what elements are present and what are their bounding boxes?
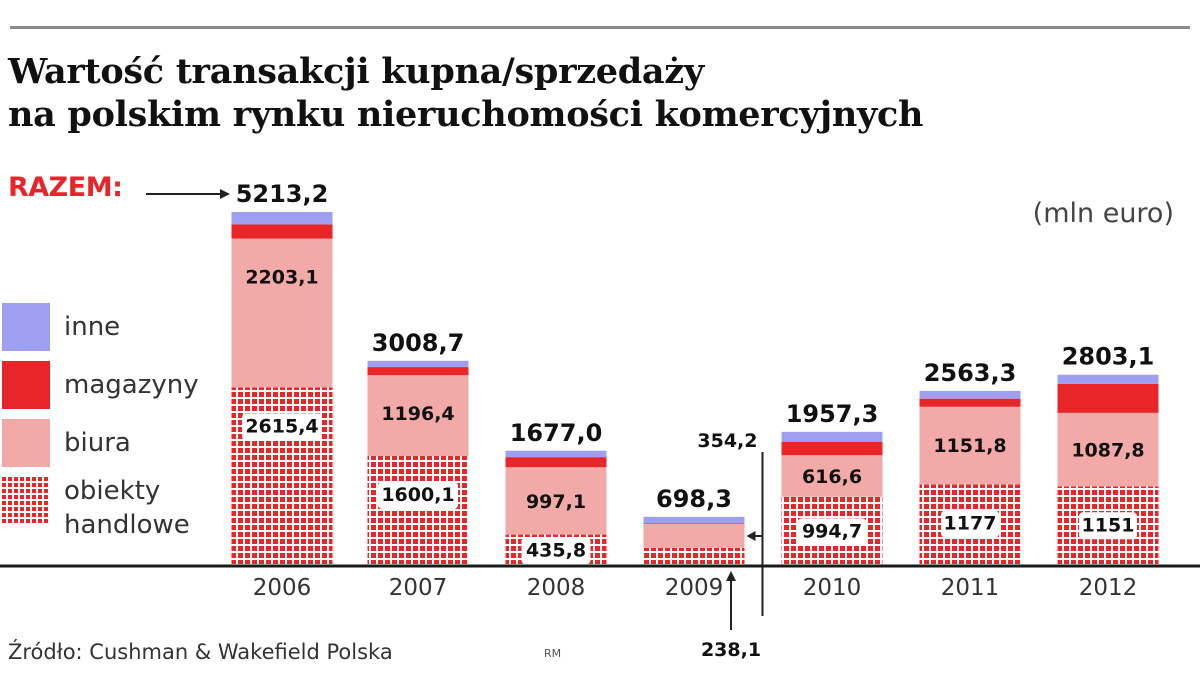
bar-segment-inne-2012	[1057, 374, 1159, 384]
bar-segment-magazyny-2010	[781, 441, 883, 456]
bar-segment-inne-2010	[781, 431, 883, 442]
total-value-label-2006: 5213,2	[236, 180, 329, 208]
bar-segment-biura-2007	[367, 375, 469, 456]
callout-arrow-handlowe-2009	[726, 571, 736, 581]
bar-segment-biura-2011	[919, 406, 1021, 485]
bar-segment-inne-2008	[505, 450, 607, 458]
bar-segment-handlowe-2009	[643, 547, 745, 564]
value-label-handlowe-2010: 994,7	[802, 520, 862, 542]
value-label-bg-handlowe-2007	[378, 481, 458, 509]
value-label-handlowe-2006: 2615,4	[245, 415, 318, 437]
x-tick-label-2012: 2012	[1079, 575, 1138, 601]
total-value-label-2010: 1957,3	[786, 400, 879, 428]
bar-segment-handlowe-2007	[367, 455, 469, 564]
value-label-bg-handlowe-2010	[797, 518, 867, 546]
value-label-handlowe-2009: 238,1	[701, 639, 761, 661]
legend-item-inne: inne	[0, 303, 230, 353]
x-tick-label-2007: 2007	[389, 575, 448, 601]
x-tick-label-2006: 2006	[253, 575, 312, 601]
total-value-label-2009: 698,3	[656, 485, 732, 513]
legend-item-obiekty-handlowe: obiekty handlowe	[0, 476, 230, 540]
total-value-label-2011: 2563,3	[924, 359, 1017, 387]
value-label-handlowe-2011: 1177	[944, 513, 997, 535]
total-value-label-2008: 1677,0	[510, 419, 603, 447]
bar-segment-biura-2006	[231, 238, 333, 388]
bar-segment-magazyny-2006	[231, 224, 333, 239]
total-label: RAZEM:	[8, 172, 123, 203]
bar-segment-biura-2009	[643, 524, 745, 548]
value-label-bg-handlowe-2008	[521, 537, 591, 565]
legend-item-biura: biura	[0, 419, 230, 469]
x-tick-label-2009: 2009	[665, 575, 724, 601]
bar-segment-magazyny-2007	[367, 367, 469, 376]
legend-label-biura: biura	[64, 428, 131, 458]
callout-arrow-biura-2009	[746, 530, 756, 541]
bar-segment-biura-2010	[781, 455, 883, 497]
value-label-biura-2008: 997,1	[526, 491, 586, 513]
bar-segment-inne-2011	[919, 390, 1021, 399]
value-label-biura-2011: 1151,8	[933, 435, 1006, 457]
callout-line-biura-2009	[748, 534, 764, 616]
legend-swatch-inne	[2, 303, 50, 351]
value-label-handlowe-2007: 1600,1	[381, 484, 454, 506]
value-label-biura-2010: 616,6	[802, 466, 862, 488]
value-label-biura-2006: 2203,1	[245, 267, 318, 289]
bar-segment-magazyny-2008	[505, 457, 607, 468]
top-rule	[10, 26, 1190, 29]
legend-swatch-biura	[2, 419, 50, 467]
legend-label-obiekty-handlowe: obiekty handlowe	[64, 474, 214, 542]
bar-segment-biura-2012	[1057, 412, 1159, 487]
bar-segment-inne-2009	[643, 516, 745, 524]
value-label-bg-handlowe-2012	[1079, 512, 1137, 540]
source-note: Źródło: Cushman & Wakefield Polska	[8, 640, 393, 664]
bars-group: 2006 5213,2 2615,4 2203,1 2007 3008,7 1600,1 11…	[231, 180, 1159, 601]
total-value-label-2007: 3008,7	[372, 329, 465, 357]
total-label-arrowhead	[220, 189, 230, 199]
annotations-group: 354,2 238,1	[146, 189, 764, 661]
value-label-biura-2007: 1196,4	[381, 403, 454, 425]
author-signature: RM	[544, 647, 562, 660]
chart-title-line-2: na polskim rynku nieruchomości komercyjn…	[8, 94, 924, 135]
bar-segment-inne-2006	[231, 212, 333, 225]
x-tick-label-2011: 2011	[941, 575, 1000, 601]
chart-title: Wartość transakcji kupna/sprzedaży na po…	[8, 50, 923, 136]
total-value-label-2012: 2803,1	[1062, 343, 1155, 371]
value-label-handlowe-2008: 435,8	[526, 539, 586, 561]
legend-label-magazyny: magazyny	[64, 370, 199, 400]
x-tick-label-2008: 2008	[527, 575, 586, 601]
unit-label: (mln euro)	[1032, 198, 1174, 229]
legend-swatch-obiekty-handlowe	[2, 477, 50, 525]
legend-item-magazyny: magazyny	[0, 361, 230, 411]
value-label-handlowe-2012: 1151	[1082, 514, 1135, 536]
bar-segment-magazyny-2011	[919, 398, 1021, 407]
bar-segment-biura-2008	[505, 467, 607, 535]
bar-segment-magazyny-2009	[643, 523, 745, 525]
bar-segment-magazyny-2012	[1057, 383, 1159, 413]
legend-swatch-magazyny	[2, 361, 50, 409]
value-label-biura-2012: 1087,8	[1071, 440, 1144, 462]
x-tick-label-2010: 2010	[803, 575, 862, 601]
value-label-bg-handlowe-2011	[941, 510, 999, 538]
bar-segment-inne-2007	[367, 360, 469, 368]
value-label-biura-2009: 354,2	[697, 430, 757, 452]
legend-label-obiekty-handlowe-text: obiekty handlowe	[64, 476, 190, 540]
legend-label-inne: inne	[64, 312, 121, 342]
chart-title-line-1: Wartość transakcji kupna/sprzedaży	[8, 51, 704, 92]
value-label-bg-handlowe-2006	[242, 413, 322, 441]
